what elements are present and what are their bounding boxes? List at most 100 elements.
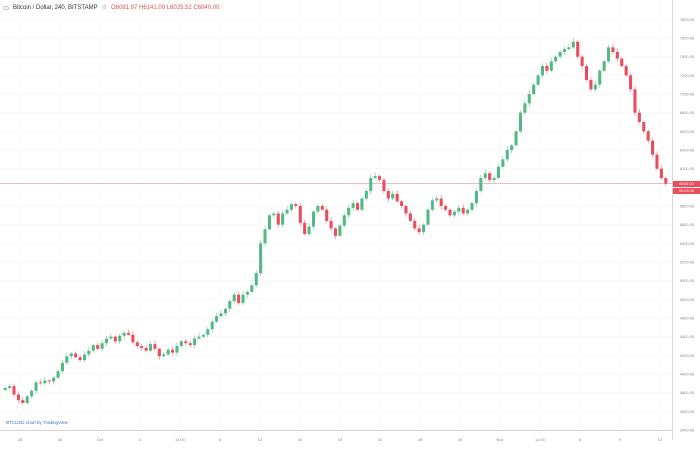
- candle-up: [148, 344, 153, 351]
- price-tick-label: 4400.00: [680, 334, 695, 339]
- candle-down: [386, 191, 390, 199]
- candle-up: [514, 131, 518, 146]
- candle-down: [16, 394, 20, 401]
- candle-up: [193, 338, 197, 346]
- candle-down: [355, 203, 360, 210]
- candle-up: [118, 335, 122, 342]
- candle-up: [179, 341, 183, 346]
- candle-down: [624, 66, 628, 76]
- price-tick-label: 3400.00: [680, 428, 695, 433]
- candle-down: [461, 207, 465, 214]
- candle-down: [633, 89, 637, 113]
- candle-up: [422, 224, 426, 233]
- price-axis[interactable]: 7800.00 7600.00 7400.00 7200.00 7000.00 6800.…: [672, 0, 700, 440]
- candle-up: [30, 390, 34, 397]
- candle-up: [510, 145, 514, 150]
- price-tick-label: 4200.00: [680, 353, 695, 358]
- candle-down: [184, 341, 188, 344]
- candle-down: [171, 349, 175, 353]
- candle-up: [82, 354, 87, 360]
- candle-up: [435, 198, 439, 201]
- candle-up: [598, 70, 602, 85]
- candle-down: [413, 220, 417, 229]
- candle-up: [219, 313, 223, 317]
- candle-up: [210, 321, 214, 330]
- candlestick-chart[interactable]: [0, 0, 672, 430]
- candle-up: [518, 112, 523, 132]
- price-tick-label: 5800.00: [680, 204, 695, 209]
- candle-up: [501, 159, 505, 167]
- candle-down: [404, 206, 408, 214]
- candle-up: [289, 204, 294, 210]
- candle-up: [474, 191, 478, 204]
- candle-up: [104, 338, 109, 344]
- candle-down: [377, 176, 382, 180]
- candle-up: [43, 380, 47, 384]
- candle-up: [272, 213, 276, 216]
- candle-up: [593, 84, 597, 90]
- candle-up: [391, 193, 395, 199]
- candle-up: [369, 178, 373, 192]
- candle-up: [34, 382, 38, 391]
- candle-up: [52, 377, 56, 382]
- candle-down: [655, 154, 659, 169]
- candle-up: [241, 294, 245, 304]
- candle-up: [232, 294, 236, 302]
- candle-down: [400, 201, 404, 206]
- candle-down: [135, 342, 139, 346]
- candle-down: [417, 228, 421, 233]
- candle-up: [347, 207, 351, 216]
- candle-down: [320, 206, 324, 210]
- candle-down: [298, 206, 302, 223]
- price-tick-label: 3800.00: [680, 390, 695, 395]
- candle-down: [21, 400, 25, 403]
- candle-up: [496, 166, 500, 178]
- candle-up: [316, 206, 320, 212]
- candle-down: [157, 348, 161, 357]
- price-tick-label: 7600.00: [680, 36, 695, 41]
- candle-up: [285, 209, 289, 214]
- candle-up: [175, 346, 179, 353]
- candle-down: [12, 386, 16, 395]
- candle-up: [527, 94, 531, 104]
- candle-up: [338, 225, 342, 236]
- candle-down: [329, 220, 333, 229]
- candle-up: [430, 200, 434, 210]
- price-tick-label: 6200.00: [680, 166, 695, 171]
- candle-down: [651, 140, 655, 155]
- candle-up: [364, 191, 368, 199]
- candle-up: [250, 285, 254, 292]
- time-axis[interactable]: 25 28 Oct 4 11:00 8 13 16 19 22 26 29 Nov 12:00 6 9 12: [0, 430, 672, 442]
- candle-up: [162, 354, 166, 357]
- candle-up: [373, 176, 377, 178]
- visibility-eye-icon[interactable]: [3, 5, 9, 10]
- candle-down: [113, 336, 117, 342]
- settings-gear-icon[interactable]: ⚙: [101, 5, 107, 11]
- tradingview-watermark[interactable]: BTCUSD chart by TradingView: [6, 420, 68, 425]
- candle-up: [452, 211, 456, 216]
- candle-up: [25, 396, 29, 403]
- candle-up: [281, 213, 285, 225]
- price-tick-label: 5200.00: [680, 260, 695, 265]
- candle-down: [589, 80, 593, 90]
- candle-down: [395, 193, 399, 202]
- chart-legend: Bitcoin / Dollar, 240, BITSTAMP ⚙ O6081.…: [3, 4, 219, 11]
- price-tick-label: 7400.00: [680, 54, 695, 59]
- candle-down: [96, 345, 100, 349]
- candle-up: [536, 75, 540, 85]
- candle-down: [382, 179, 386, 192]
- candle-down: [611, 47, 615, 52]
- candle-up: [100, 343, 104, 349]
- symbol-title[interactable]: Bitcoin / Dollar, 240, BITSTAMP: [13, 4, 98, 11]
- candle-up: [558, 52, 562, 57]
- candles: [3, 38, 668, 405]
- grid-lines: [0, 19, 672, 430]
- candle-down: [488, 173, 492, 180]
- candle-down: [576, 41, 580, 57]
- candle-down: [126, 332, 131, 335]
- candle-down: [629, 75, 633, 90]
- candle-up: [206, 329, 210, 335]
- candle-up: [60, 362, 64, 372]
- candle-up: [109, 336, 113, 339]
